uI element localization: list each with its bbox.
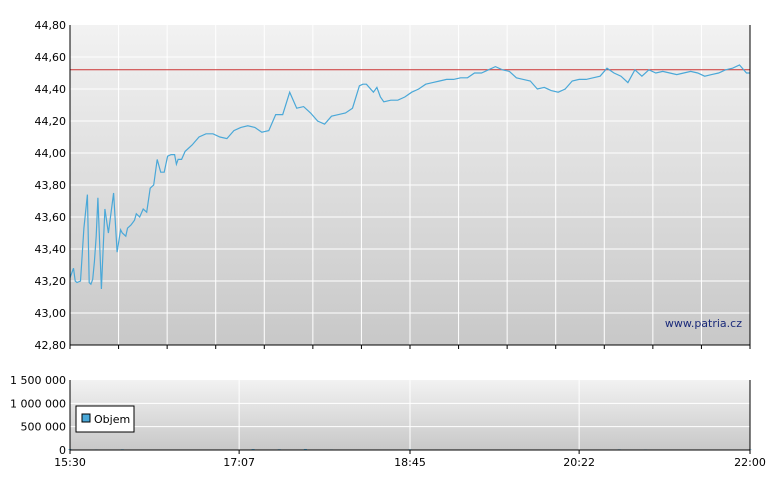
y-tick-label: 44,80 <box>35 19 67 32</box>
y-tick-label: 42,80 <box>35 339 67 352</box>
volume-y-tick-label: 1 500 000 <box>10 374 66 387</box>
price-chart: 44,80 44,60 44,40 44,20 44,00 43,80 43,60 43,40… <box>35 19 751 352</box>
y-tick-label: 43,40 <box>35 243 67 256</box>
x-tick-label: 18:45 <box>394 456 426 469</box>
volume-y-tick-label: 500 000 <box>21 421 67 434</box>
volume-chart: 1 500 000 1 000 000 500 000 0 Objem 15:30 17:0… <box>10 374 766 469</box>
x-tick-label: 17:07 <box>223 456 255 469</box>
legend: Objem <box>75 405 135 433</box>
y-tick-label: 43,00 <box>35 307 67 320</box>
legend-label: Objem <box>94 413 130 426</box>
price-series-line <box>69 64 750 290</box>
y-tick-label: 44,20 <box>35 115 67 128</box>
volume-y-tick-label: 1 000 000 <box>10 397 66 410</box>
volume-y-tick-label: 0 <box>59 444 66 457</box>
y-tick-label: 43,20 <box>35 275 67 288</box>
y-tick-label: 43,80 <box>35 179 67 192</box>
y-tick-label: 43,60 <box>35 211 67 224</box>
x-tick-label: 20:22 <box>563 456 595 469</box>
y-tick-label: 44,40 <box>35 83 67 96</box>
x-tick-label: 15:30 <box>54 456 86 469</box>
legend-swatch <box>81 413 91 423</box>
x-tick-label: 22:00 <box>734 456 766 469</box>
y-tick-label: 44,00 <box>35 147 67 160</box>
volume-bar <box>303 448 307 450</box>
y-tick-label: 44,60 <box>35 51 67 64</box>
watermark: www.patria.cz <box>665 317 742 330</box>
